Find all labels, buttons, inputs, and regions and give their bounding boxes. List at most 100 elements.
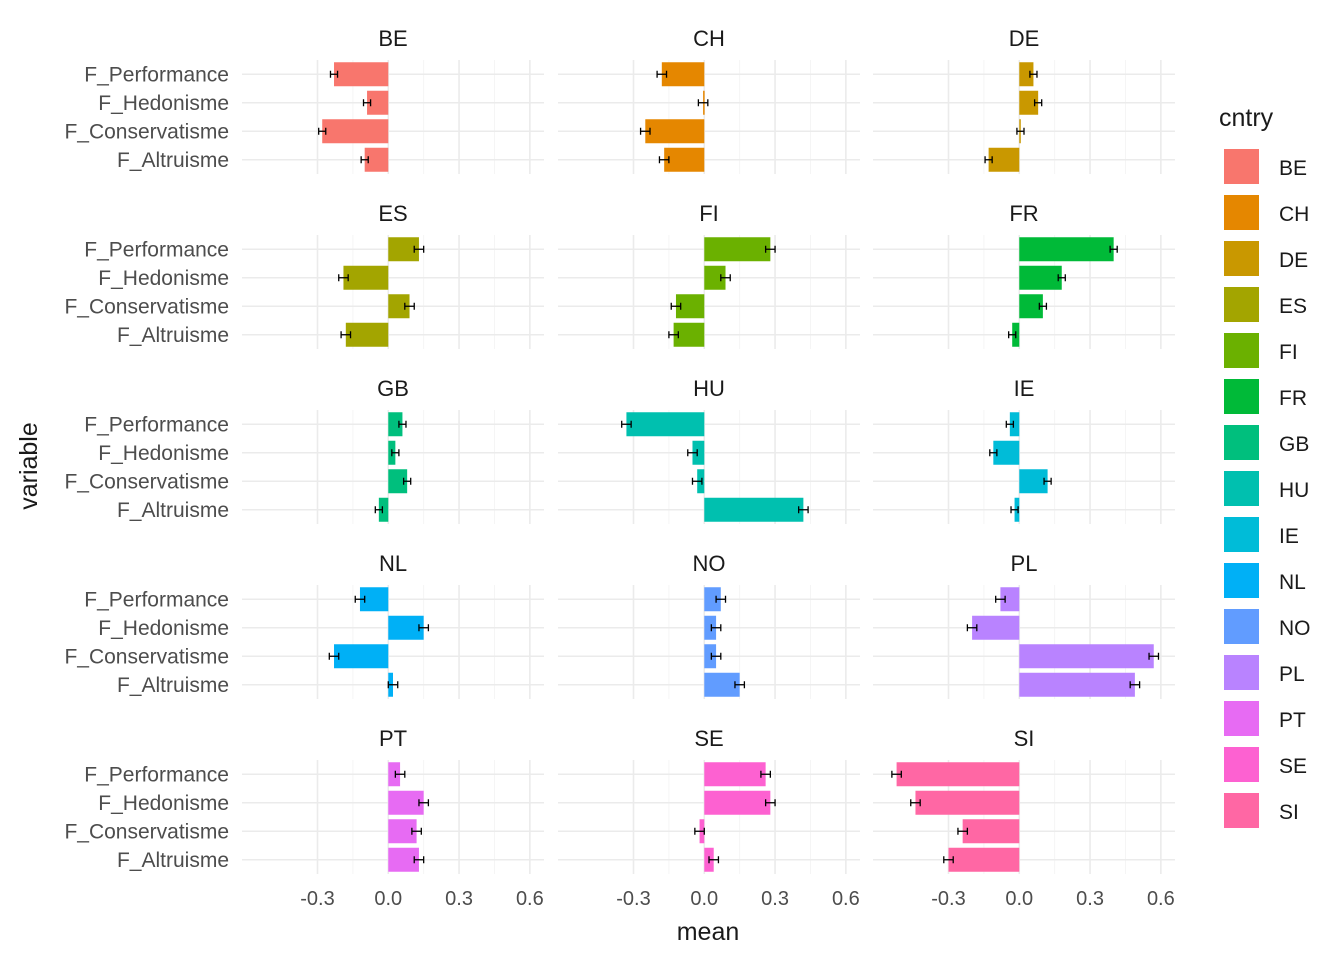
x-tick-label: 0.0 — [374, 888, 402, 910]
legend-item-pt: PT — [1224, 701, 1306, 736]
legend-item-fi: FI — [1224, 333, 1298, 368]
bar — [1019, 294, 1043, 319]
bar — [704, 790, 771, 815]
bar — [1019, 62, 1034, 87]
legend-label: NO — [1279, 617, 1311, 640]
legend-label: FI — [1279, 341, 1298, 364]
y-tick-label: F_Performance — [84, 63, 229, 86]
bar — [378, 497, 389, 522]
error-bar — [708, 856, 720, 864]
bar — [704, 644, 717, 669]
error-bar — [391, 449, 400, 457]
panel-title: IE — [1014, 376, 1035, 401]
y-tick-label: F_Performance — [84, 588, 229, 611]
legend-item-hu: HU — [1224, 471, 1309, 506]
error-bar — [621, 420, 632, 428]
bar — [388, 762, 401, 787]
y-tick-label: F_Altruisme — [117, 149, 229, 172]
x-tick-label: 0.6 — [516, 888, 544, 910]
error-bar — [394, 770, 406, 778]
panel-gb: GB — [242, 376, 544, 524]
x-tick-label: -0.3 — [300, 888, 334, 910]
legend-swatch — [1224, 195, 1259, 230]
bar — [661, 62, 705, 87]
error-bar — [639, 127, 651, 135]
legend-swatch — [1224, 379, 1259, 414]
error-bar — [687, 449, 698, 457]
error-bar — [413, 856, 425, 864]
error-bar — [697, 99, 709, 107]
panel-de: DE — [873, 26, 1175, 174]
bar — [388, 790, 424, 815]
error-bar — [1109, 245, 1118, 253]
error-bar — [1005, 420, 1015, 428]
bar — [948, 847, 1020, 872]
panel-no: NO — [558, 551, 860, 699]
error-bar — [710, 624, 722, 632]
legend-label: PT — [1279, 709, 1306, 732]
legend-swatch — [1224, 333, 1259, 368]
legend-label: DE — [1279, 249, 1308, 272]
y-tick-label: F_Conservatisme — [64, 645, 229, 668]
legend-item-se: SE — [1224, 747, 1307, 782]
error-bar — [764, 245, 776, 253]
panel-title: CH — [693, 26, 725, 51]
panel-fi: FI — [558, 201, 860, 349]
legend-swatch — [1224, 563, 1259, 598]
panel-ie: IE — [873, 376, 1175, 524]
panel-ch: CH — [558, 26, 860, 174]
error-bar — [1008, 331, 1017, 339]
y-tick-label: F_Performance — [84, 413, 229, 436]
error-bar — [1038, 302, 1048, 310]
bar — [988, 147, 1020, 172]
error-bar — [387, 681, 399, 689]
legend: cntry BE CH DE ES FI FR GB HU IE NL NO PL PT SE SI — [1219, 104, 1311, 828]
panel-title: PT — [379, 726, 407, 751]
y-tick-label: F_Conservatisme — [64, 820, 229, 843]
bar — [896, 762, 1020, 787]
error-bar — [1148, 652, 1160, 660]
bar — [704, 265, 726, 290]
x-tick-label: 0.6 — [1147, 888, 1175, 910]
legend-swatch — [1224, 425, 1259, 460]
error-bar — [910, 799, 921, 807]
legend-item-nl: NL — [1224, 563, 1306, 598]
bar — [1019, 237, 1114, 262]
bar — [1019, 265, 1062, 290]
bar — [962, 819, 1020, 844]
panel-be: BE — [242, 26, 544, 174]
error-bar — [318, 127, 327, 135]
panel-fr: FR — [873, 201, 1175, 349]
error-bar — [760, 770, 771, 778]
bar — [388, 412, 403, 437]
legend-label: BE — [1279, 157, 1307, 180]
legend-label: ES — [1279, 295, 1307, 318]
legend-swatch — [1224, 471, 1259, 506]
error-bar — [1033, 99, 1043, 107]
y-tick-label: F_Altruisme — [117, 849, 229, 872]
y-tick-label: F_Hedonisme — [98, 792, 229, 815]
error-bar — [957, 827, 969, 835]
panels-layer: BE CH DE ES FI FR GB HU IE NL NO PL PT SE SI — [242, 26, 1175, 874]
legend-label: SI — [1279, 801, 1299, 824]
panel-title: DE — [1009, 26, 1040, 51]
error-bar — [1129, 681, 1141, 689]
legend-item-be: BE — [1224, 149, 1307, 184]
y-tick-label: F_Hedonisme — [98, 442, 229, 465]
legend-item-pl: PL — [1224, 655, 1305, 690]
error-bar — [943, 856, 954, 864]
panel-title: FI — [699, 201, 719, 226]
error-bar — [1010, 506, 1019, 514]
bar — [704, 615, 717, 640]
bar — [1009, 412, 1020, 437]
error-bar — [670, 302, 682, 310]
bar — [692, 440, 705, 465]
error-bar — [658, 156, 670, 164]
bar — [1019, 672, 1135, 697]
bar — [704, 587, 721, 612]
panel-es: ES — [242, 201, 544, 349]
y-tick-label: F_Altruisme — [117, 324, 229, 347]
panel-title: SI — [1014, 726, 1035, 751]
legend-swatch — [1224, 747, 1259, 782]
